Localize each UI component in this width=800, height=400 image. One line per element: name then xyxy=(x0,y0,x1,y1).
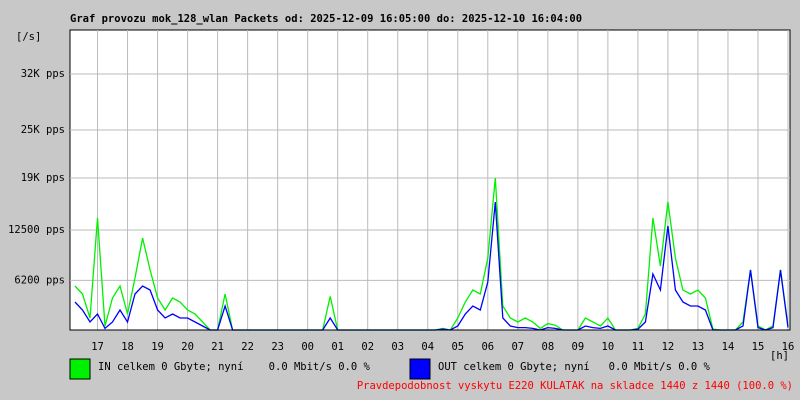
x-tick-label: 18 xyxy=(121,341,134,353)
x-tick-label: 01 xyxy=(331,341,344,353)
x-tick-label: 04 xyxy=(421,341,434,353)
x-tick-label: 09 xyxy=(572,341,585,353)
x-tick-label: 19 xyxy=(151,341,164,353)
x-tick-label: 05 xyxy=(451,341,464,353)
y-unit: [/s] xyxy=(16,31,41,43)
x-tick-label: 03 xyxy=(391,341,404,353)
x-tick-label: 16 xyxy=(782,341,795,353)
x-tick-label: 06 xyxy=(481,341,494,353)
x-tick-label: 12 xyxy=(662,341,675,353)
y-tick-label: 25K pps xyxy=(21,124,65,136)
x-tick-label: 13 xyxy=(692,341,705,353)
y-tick-label: 32K pps xyxy=(21,68,65,80)
x-tick-label: 08 xyxy=(542,341,555,353)
x-tick-label: 21 xyxy=(211,341,224,353)
x-tick-label: 23 xyxy=(271,341,284,353)
note: Pravdepodobnost vyskytu E220 KULATAK na … xyxy=(357,380,793,392)
chart-title: Graf provozu mok_128_wlan Packets od: 20… xyxy=(70,13,582,25)
legend-label: OUT celkem 0 Gbyte; nyní 0.0 Mbit/s 0.0 … xyxy=(438,361,711,373)
legend-swatch xyxy=(409,358,431,380)
x-tick-label: 15 xyxy=(752,341,765,353)
y-tick-label: 12500 pps xyxy=(8,224,65,236)
x-tick-label: 14 xyxy=(722,341,735,353)
x-unit: [h] xyxy=(770,350,789,362)
legend-swatch xyxy=(69,358,91,380)
x-tick-label: 22 xyxy=(241,341,254,353)
x-tick-label: 07 xyxy=(511,341,524,353)
x-tick-label: 17 xyxy=(91,341,104,353)
x-tick-label: 00 xyxy=(301,341,314,353)
x-tick-label: 11 xyxy=(632,341,645,353)
x-tick-label: 02 xyxy=(361,341,374,353)
legend-label: IN celkem 0 Gbyte; nyní 0.0 Mbit/s 0.0 % xyxy=(98,361,371,373)
y-tick-label: 6200 pps xyxy=(14,274,65,286)
x-tick-label: 10 xyxy=(602,341,615,353)
x-tick-label: 20 xyxy=(181,341,194,353)
y-tick-label: 19K pps xyxy=(21,172,65,184)
